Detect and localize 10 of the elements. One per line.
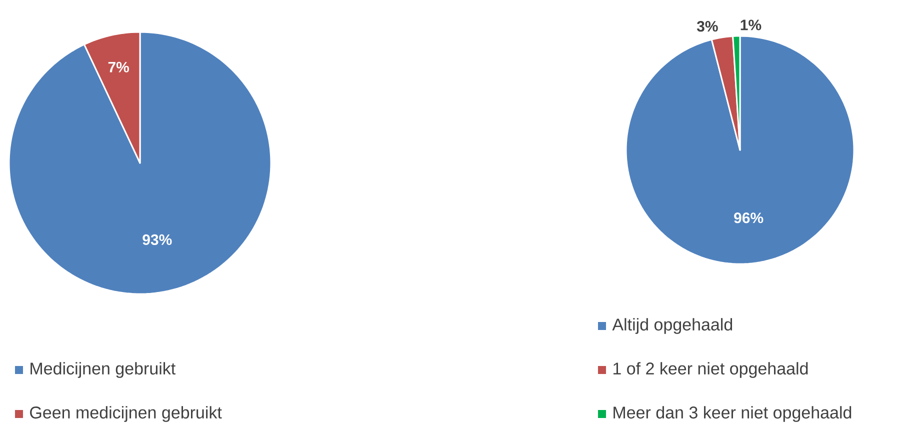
legend-label: Meer dan 3 keer niet opgehaald <box>614 406 852 422</box>
data-label: 7% <box>108 62 130 72</box>
data-label: 96% <box>734 212 764 224</box>
legend-label: 1 of 2 keer niet opgehaald <box>614 362 808 378</box>
data-label: 1% <box>740 20 762 30</box>
data-label: 3% <box>696 20 718 32</box>
data-label: 93% <box>142 234 172 246</box>
legend-label: Geen medicijnen gebruikt <box>30 406 222 422</box>
legend-label: Medicijnen gebruikt <box>30 362 176 378</box>
legend-label: Altijd opgehaald <box>612 318 732 334</box>
